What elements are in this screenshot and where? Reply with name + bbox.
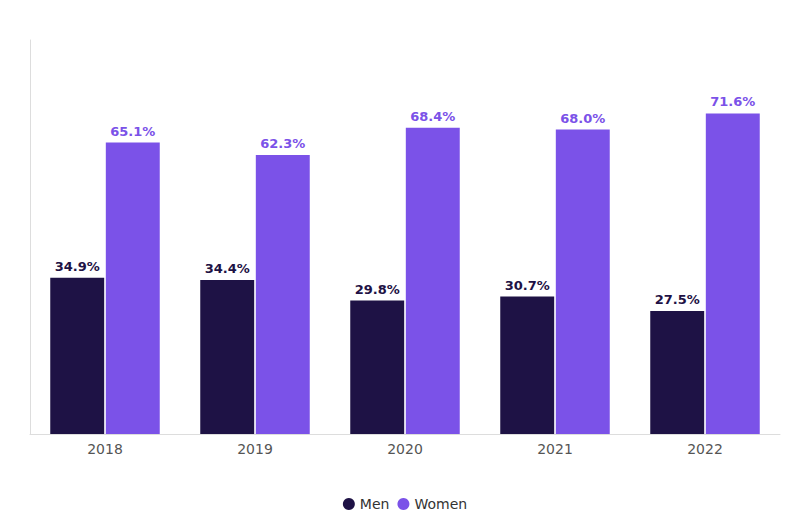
svg-text:29.8%: 29.8%: [355, 282, 400, 297]
svg-text:62.3%: 62.3%: [260, 136, 305, 151]
svg-text:30.7%: 30.7%: [505, 278, 550, 293]
svg-text:Women: Women: [414, 496, 467, 512]
svg-text:2018: 2018: [87, 441, 123, 457]
svg-text:2022: 2022: [687, 441, 723, 457]
svg-text:71.6%: 71.6%: [710, 94, 755, 109]
svg-text:2019: 2019: [237, 441, 273, 457]
svg-text:Men: Men: [360, 496, 390, 512]
svg-text:34.9%: 34.9%: [55, 259, 100, 274]
svg-text:68.4%: 68.4%: [410, 109, 455, 124]
svg-text:2021: 2021: [537, 441, 573, 457]
svg-text:34.4%: 34.4%: [205, 261, 250, 276]
svg-text:2020: 2020: [387, 441, 423, 457]
svg-text:68.0%: 68.0%: [560, 111, 605, 126]
svg-text:65.1%: 65.1%: [110, 124, 155, 139]
svg-text:27.5%: 27.5%: [655, 292, 700, 307]
